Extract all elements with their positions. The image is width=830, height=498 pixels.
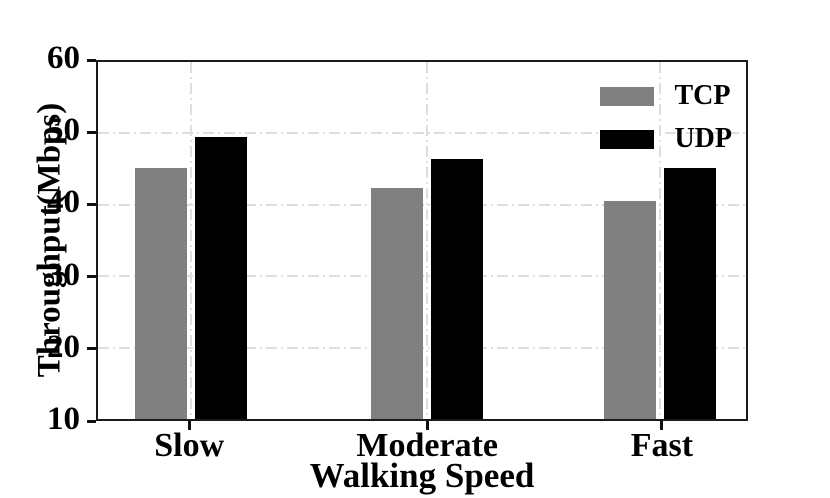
x-tick-label-fast: Fast bbox=[630, 427, 694, 464]
y-tick-label-50: 50 bbox=[47, 112, 80, 149]
x-tick-label-slow: Slow bbox=[154, 427, 225, 464]
bar-tcp-slow bbox=[134, 167, 187, 419]
y-tick-60 bbox=[87, 58, 96, 62]
legend-item-tcp: TCP bbox=[600, 82, 732, 110]
y-tick-50 bbox=[87, 130, 96, 134]
gridline-h-50 bbox=[98, 132, 746, 135]
bar-udp-slow bbox=[194, 136, 247, 419]
x-tick-fast bbox=[660, 421, 664, 430]
legend-label-tcp: TCP bbox=[674, 80, 731, 111]
y-tick-label-20: 20 bbox=[47, 328, 80, 365]
x-tick-moderate bbox=[425, 421, 429, 430]
legend: TCP UDP bbox=[600, 82, 732, 153]
gridline-v-moderate bbox=[426, 62, 429, 419]
legend-label-udp: UDP bbox=[674, 123, 732, 154]
gridline-v-fast bbox=[659, 62, 662, 419]
y-tick-label-40: 40 bbox=[47, 184, 80, 221]
x-tick-label-moderate: Moderate bbox=[356, 427, 498, 464]
x-axis-label: Walking Speed bbox=[309, 456, 535, 495]
y-tick-40 bbox=[87, 202, 96, 206]
y-tick-label-10: 10 bbox=[47, 401, 80, 438]
bar-tcp-moderate bbox=[371, 187, 424, 419]
legend-swatch-udp bbox=[600, 129, 655, 149]
bar-udp-fast bbox=[664, 168, 717, 419]
legend-swatch-tcp bbox=[600, 86, 655, 106]
plot-area: TCP UDP bbox=[96, 60, 748, 421]
gridline-v-slow bbox=[189, 62, 192, 419]
y-tick-30 bbox=[87, 275, 96, 279]
y-tick-20 bbox=[87, 347, 96, 351]
y-tick-10 bbox=[87, 419, 96, 423]
legend-item-udp: UDP bbox=[600, 125, 732, 153]
bar-udp-moderate bbox=[431, 159, 484, 419]
x-tick-slow bbox=[187, 421, 191, 430]
y-tick-label-60: 60 bbox=[47, 40, 80, 77]
y-tick-label-30: 30 bbox=[47, 256, 80, 293]
bar-tcp-fast bbox=[604, 200, 657, 419]
